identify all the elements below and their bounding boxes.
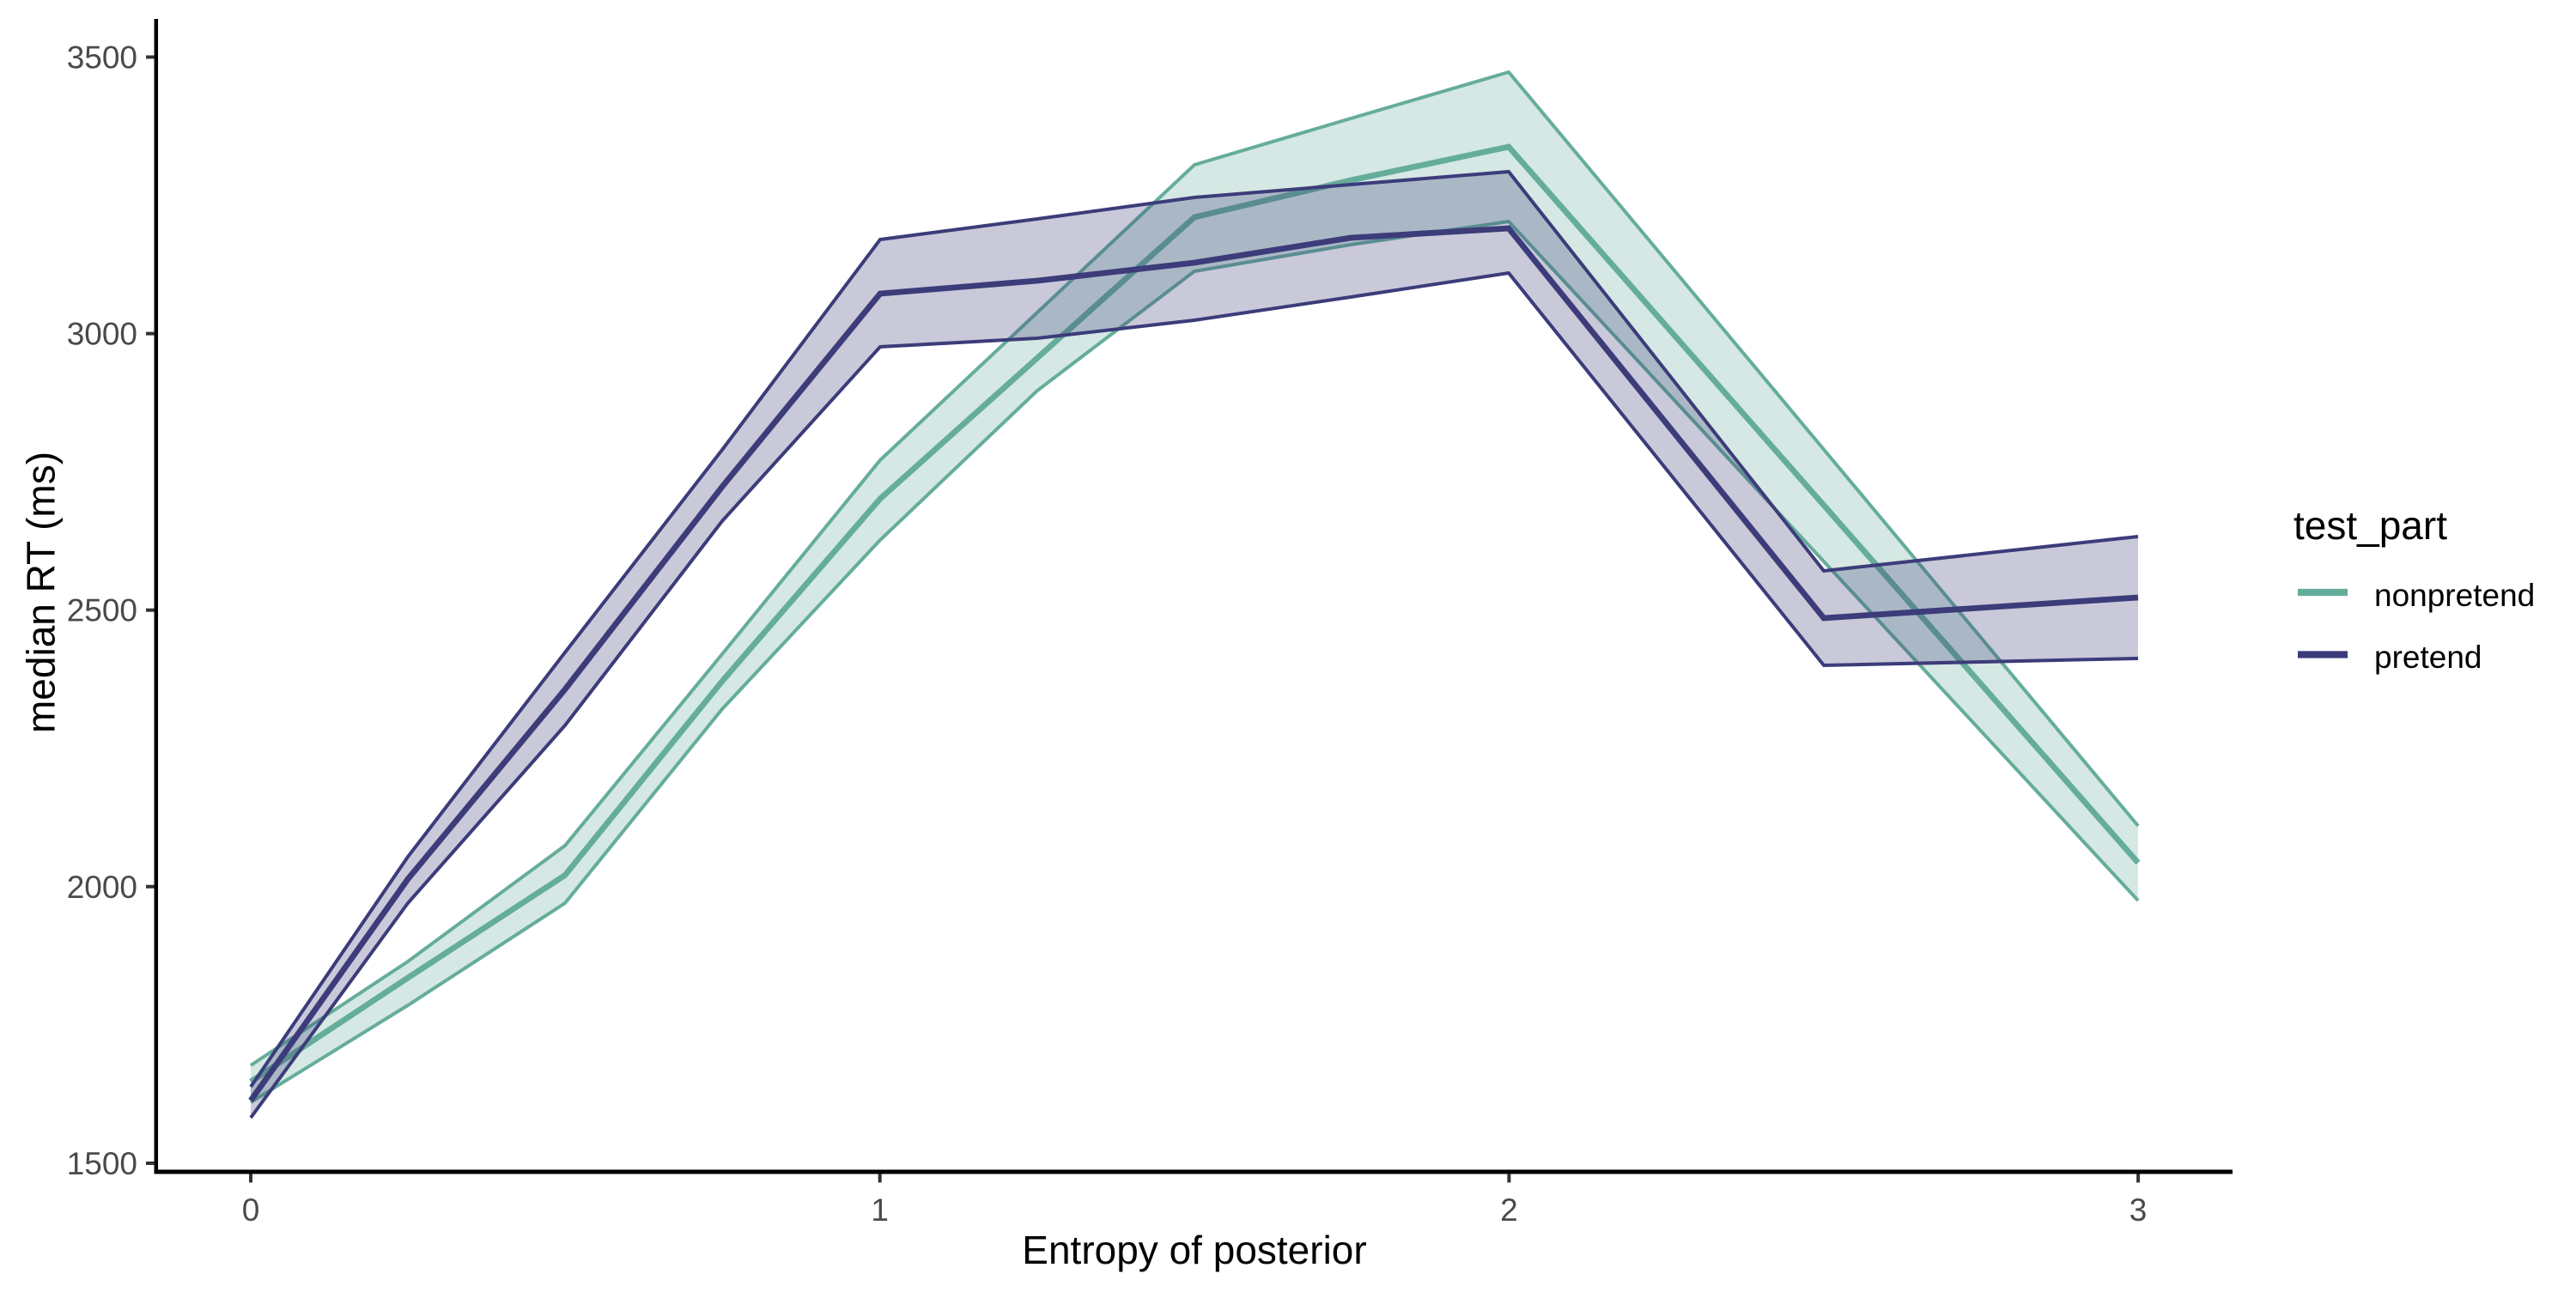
svg-text:Entropy of posterior: Entropy of posterior: [1022, 1228, 1366, 1272]
svg-text:1500: 1500: [67, 1146, 137, 1181]
svg-text:test_part: test_part: [2293, 503, 2447, 548]
svg-text:pretend: pretend: [2374, 640, 2482, 675]
svg-text:median RT (ms): median RT (ms): [19, 452, 64, 733]
svg-text:1: 1: [871, 1192, 889, 1228]
svg-text:nonpretend: nonpretend: [2374, 578, 2535, 613]
svg-text:2500: 2500: [67, 593, 137, 628]
svg-text:3500: 3500: [67, 40, 137, 76]
svg-text:2000: 2000: [67, 870, 137, 905]
svg-text:2: 2: [1500, 1192, 1518, 1228]
svg-text:0: 0: [242, 1192, 260, 1228]
svg-text:3000: 3000: [67, 317, 137, 352]
svg-text:3: 3: [2129, 1192, 2148, 1228]
